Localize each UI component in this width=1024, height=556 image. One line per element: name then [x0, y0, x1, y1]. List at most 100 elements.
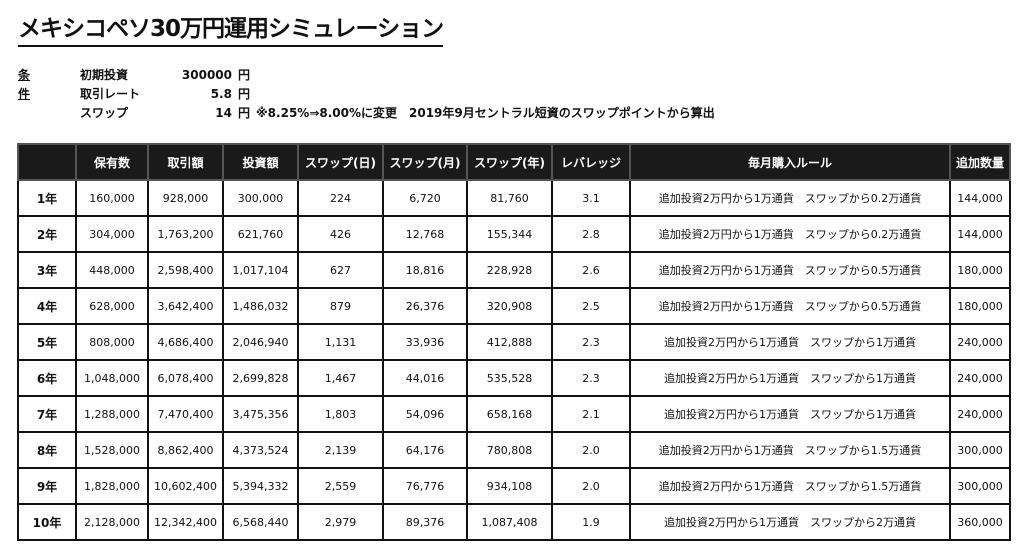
leverage-cell: 2.8 [551, 215, 631, 253]
swap-month-cell: 76,776 [382, 467, 468, 505]
holdings-cell: 304,000 [75, 215, 149, 253]
trade-amount-cell: 3,642,400 [147, 287, 224, 325]
leverage-cell: 2.6 [551, 251, 631, 289]
investment-cell: 621,760 [222, 215, 299, 253]
condition-unit: 円 [238, 87, 251, 101]
holdings-cell: 628,000 [75, 287, 149, 325]
year-cell: 4年 [17, 287, 77, 325]
trade-amount-col-header: 取引額 [147, 143, 224, 181]
table-row: 8年 1,528,000 8,862,400 4,373,524 2,139 64,176… [17, 431, 1011, 469]
additional-qty-cell: 180,000 [949, 251, 1011, 289]
investment-cell: 2,699,828 [222, 359, 299, 397]
additional-qty-cell: 180,000 [949, 287, 1011, 325]
conditions-label: 条件 [18, 68, 31, 101]
table-row: 4年 628,000 3,642,400 1,486,032 879 26,376 320,… [17, 287, 1011, 325]
year-cell: 1年 [17, 179, 77, 217]
condition-swap: スワップ 14 円 ※8.25%⇒8.00%に変更 2019年9月セントラル短資のスワ… [80, 104, 715, 123]
monthly-rule-cell: 追加投資2万円から1万通貨 スワップから0.2万通貨 [629, 215, 951, 253]
table-row: 10年 2,128,000 12,342,400 6,568,440 2,979 89,3… [17, 503, 1011, 541]
swap-year-cell: 535,528 [466, 359, 553, 397]
year-cell: 2年 [17, 215, 77, 253]
swap-day-cell: 1,131 [297, 323, 384, 361]
additional-qty-cell: 300,000 [949, 467, 1011, 505]
year-cell: 5年 [17, 323, 77, 361]
monthly-rule-cell: 追加投資2万円から1万通貨 スワップから0.5万通貨 [629, 251, 951, 289]
swap-day-cell: 1,467 [297, 359, 384, 397]
swap-day-cell: 879 [297, 287, 384, 325]
leverage-cell: 2.3 [551, 323, 631, 361]
leverage-cell: 2.0 [551, 467, 631, 505]
leverage-cell: 2.1 [551, 395, 631, 433]
condition-unit: 円 [238, 106, 251, 120]
swap-year-cell: 780,808 [466, 431, 553, 469]
table-row: 5年 808,000 4,686,400 2,046,940 1,131 33,936 41… [17, 323, 1011, 361]
monthly-rule-cell: 追加投資2万円から1万通貨 スワップから2万通貨 [629, 503, 951, 541]
holdings-cell: 1,048,000 [75, 359, 149, 397]
table-row: 6年 1,048,000 6,078,400 2,699,828 1,467 44,016… [17, 359, 1011, 397]
additional-qty-cell: 144,000 [949, 179, 1011, 217]
year-cell: 7年 [17, 395, 77, 433]
investment-cell: 300,000 [222, 179, 299, 217]
additional-qty-cell: 300,000 [949, 431, 1011, 469]
monthly-rule-cell: 追加投資2万円から1万通貨 スワップから1万通貨 [629, 323, 951, 361]
leverage-cell: 2.5 [551, 287, 631, 325]
trade-amount-cell: 12,342,400 [147, 503, 224, 541]
additional-qty-cell: 144,000 [949, 215, 1011, 253]
monthly-rule-col-header: 毎月購入ルール [629, 143, 951, 181]
leverage-cell: 2.0 [551, 431, 631, 469]
monthly-rule-cell: 追加投資2万円から1万通貨 スワップから1万通貨 [629, 395, 951, 433]
condition-initial-investment: 初期投資 300000 円 [80, 66, 250, 85]
swap-month-cell: 33,936 [382, 323, 468, 361]
trade-amount-cell: 6,078,400 [147, 359, 224, 397]
leverage-col-header: レバレッジ [551, 143, 631, 181]
condition-unit: 円 [238, 68, 251, 82]
swap-year-cell: 81,760 [466, 179, 553, 217]
swap-month-cell: 89,376 [382, 503, 468, 541]
monthly-rule-cell: 追加投資2万円から1万通貨 スワップから1.5万通貨 [629, 431, 951, 469]
year-cell: 10年 [17, 503, 77, 541]
table-body: 1年 160,000 928,000 300,000 224 6,720 81,760 3.1… [17, 179, 1011, 541]
holdings-col-header: 保有数 [75, 143, 149, 181]
monthly-rule-cell: 追加投資2万円から1万通貨 スワップから0.5万通貨 [629, 287, 951, 325]
additional-qty-cell: 240,000 [949, 359, 1011, 397]
table-row: 2年 304,000 1,763,200 621,760 426 12,768 155,34… [17, 215, 1011, 253]
leverage-cell: 2.3 [551, 359, 631, 397]
investment-cell: 2,046,940 [222, 323, 299, 361]
swap-day-cell: 426 [297, 215, 384, 253]
swap-year-cell: 320,908 [466, 287, 553, 325]
leverage-cell: 3.1 [551, 179, 631, 217]
holdings-cell: 2,128,000 [75, 503, 149, 541]
swap-month-cell: 12,768 [382, 215, 468, 253]
year-cell: 8年 [17, 431, 77, 469]
swap-day-cell: 2,979 [297, 503, 384, 541]
additional-qty-cell: 240,000 [949, 395, 1011, 433]
swap-year-cell: 412,888 [466, 323, 553, 361]
swap-month-cell: 26,376 [382, 287, 468, 325]
swap-year-cell: 658,168 [466, 395, 553, 433]
trade-amount-cell: 7,470,400 [147, 395, 224, 433]
condition-value: 14 [215, 106, 232, 120]
swap-month-cell: 44,016 [382, 359, 468, 397]
swap-month-col-header: スワップ(月) [382, 143, 468, 181]
swap-month-cell: 64,176 [382, 431, 468, 469]
year-cell: 9年 [17, 467, 77, 505]
condition-key: 初期投資 [80, 68, 129, 82]
holdings-cell: 448,000 [75, 251, 149, 289]
additional-qty-cell: 240,000 [949, 323, 1011, 361]
swap-month-cell: 6,720 [382, 179, 468, 217]
condition-key: スワップ [80, 106, 129, 120]
investment-cell: 3,475,356 [222, 395, 299, 433]
investment-col-header: 投資額 [222, 143, 299, 181]
year-col-header [17, 143, 77, 181]
holdings-cell: 1,828,000 [75, 467, 149, 505]
year-cell: 6年 [17, 359, 77, 397]
swap-year-cell: 155,344 [466, 215, 553, 253]
condition-value: 300000 [181, 68, 232, 82]
holdings-cell: 1,528,000 [75, 431, 149, 469]
monthly-rule-cell: 追加投資2万円から1万通貨 スワップから1万通貨 [629, 359, 951, 397]
condition-exchange-rate: 取引レート 5.8 円 [80, 85, 250, 104]
swap-year-col-header: スワップ(年) [466, 143, 553, 181]
swap-year-cell: 228,928 [466, 251, 553, 289]
additional-qty-col-header: 追加数量 [949, 143, 1011, 181]
simulation-table: 保有数 取引額 投資額 スワップ(日) スワップ(月) スワップ(年) レバレッジ 毎月購入ル… [17, 143, 1011, 541]
